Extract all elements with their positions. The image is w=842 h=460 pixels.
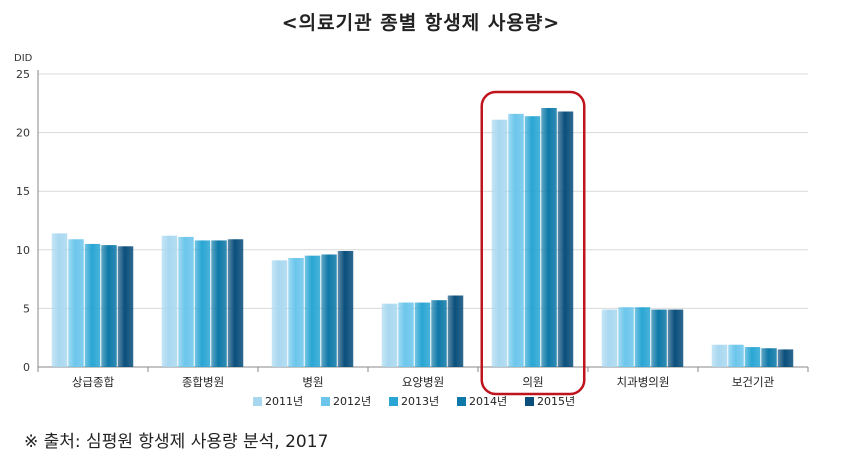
legend-swatch (253, 397, 262, 406)
legend-label: 2014년 (469, 395, 507, 408)
legend-label: 2015년 (537, 395, 575, 408)
y-axis-label: DID (14, 53, 33, 64)
bar (84, 243, 101, 367)
y-tick-label: 10 (16, 244, 30, 257)
legend-swatch (321, 397, 330, 406)
bar (178, 236, 194, 367)
bar (381, 303, 398, 367)
bar (777, 349, 794, 367)
bar (491, 119, 508, 367)
highlight-box (480, 90, 586, 396)
x-tick-label: 치과병의원 (617, 375, 670, 389)
legend-swatch (457, 397, 466, 406)
x-tick-label: 요양병원 (402, 375, 444, 389)
bar (744, 347, 761, 367)
bar (508, 113, 524, 368)
bar (117, 246, 134, 367)
y-tick-label: 0 (23, 361, 30, 374)
legend-swatch (389, 397, 398, 406)
y-tick-label: 5 (23, 302, 30, 315)
x-tick-label: 병원 (302, 375, 323, 389)
bar (761, 348, 777, 367)
legend-swatch (525, 397, 534, 406)
bar (618, 307, 634, 367)
x-tick-label: 의원 (522, 375, 543, 389)
bar (271, 260, 288, 367)
bar (227, 239, 244, 367)
chart-title: <의료기관 종별 항생제 사용량> (281, 12, 561, 34)
legend-label: 2011년 (265, 395, 303, 408)
bar (667, 309, 684, 367)
x-tick-label: 종합병원 (182, 375, 224, 389)
bar (288, 258, 304, 367)
bar (447, 295, 464, 367)
bar (51, 233, 68, 367)
bar (541, 107, 557, 367)
legend-label: 2013년 (401, 395, 439, 408)
bar (651, 309, 667, 367)
bar (431, 300, 447, 367)
bar (728, 344, 744, 367)
bar (414, 302, 431, 367)
bar (68, 239, 84, 367)
bar (304, 255, 321, 367)
y-tick-label: 15 (16, 185, 30, 198)
bar-chart: DID 0 5 10 15 20 25 상급종합 종합병원 병원 요양병원 의원 치과병의원 보건기관 2… (14, 53, 809, 408)
bar (557, 111, 574, 367)
bar (524, 116, 541, 367)
bar (321, 254, 337, 367)
bar (634, 307, 651, 367)
y-tick-label: 20 (16, 127, 30, 140)
legend-label: 2012년 (333, 395, 371, 408)
x-tick-label: 보건기관 (732, 375, 775, 389)
bar (101, 245, 117, 367)
bar (211, 240, 227, 367)
bar (337, 250, 354, 367)
bar (161, 235, 178, 367)
bar (711, 344, 728, 367)
bar (194, 240, 211, 367)
y-tick-label: 25 (16, 68, 30, 81)
bar (398, 302, 414, 367)
x-tick-label: 상급종합 (72, 375, 115, 389)
bar (601, 309, 618, 367)
source-note: ※ 출처: 심평원 항생제 사용량 분석, 2017 (24, 432, 329, 452)
